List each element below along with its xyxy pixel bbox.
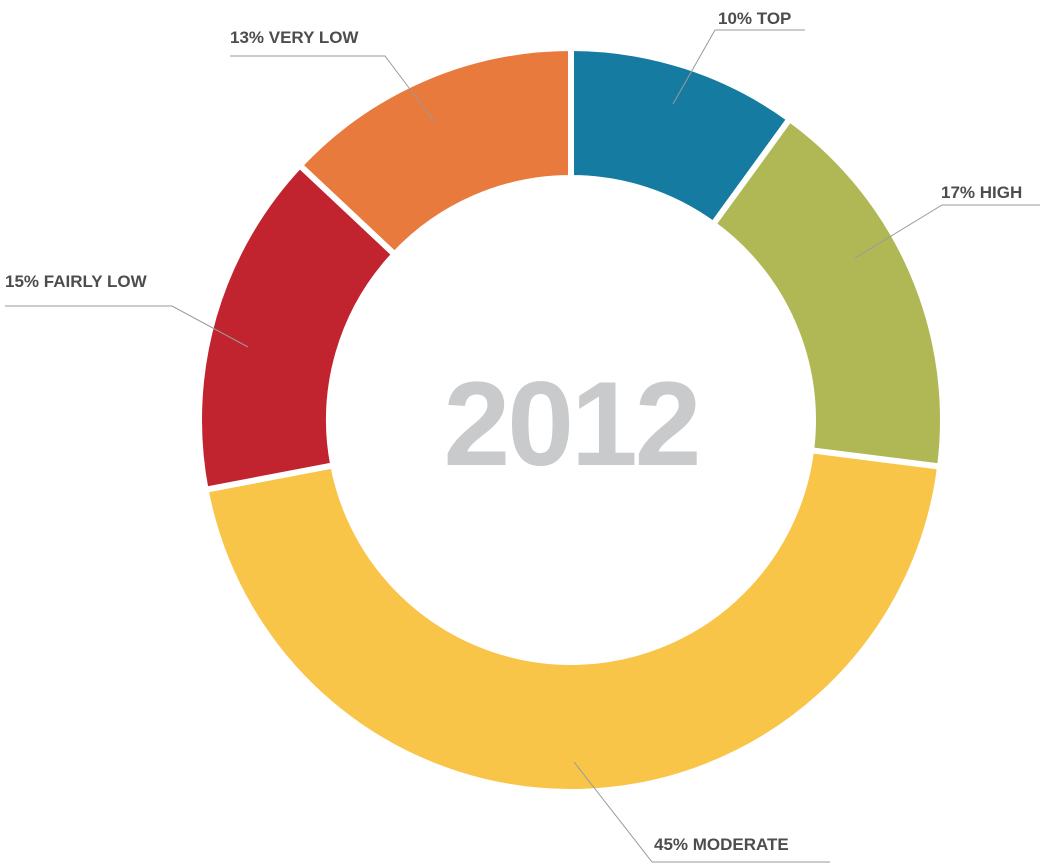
leader-line-top bbox=[672, 29, 805, 105]
slice-label-high: 17% HIGH bbox=[941, 183, 1022, 202]
slice-very-low bbox=[295, 44, 574, 259]
slice-label-top: 10% TOP bbox=[718, 9, 791, 28]
center-year-label: 2012 bbox=[444, 357, 699, 491]
donut-slices bbox=[196, 44, 946, 795]
leader-line-fairly-low bbox=[5, 305, 249, 348]
slice-labels: 10% TOP 17% HIGH 45% MODERATE 15% FAIRLY… bbox=[5, 9, 1022, 854]
leader-line-moderate bbox=[573, 761, 830, 863]
slice-moderate bbox=[202, 446, 944, 795]
leader-line-high bbox=[854, 204, 1040, 259]
leader-lines bbox=[5, 29, 1040, 863]
slice-label-very-low: 13% VERY LOW bbox=[230, 28, 359, 47]
leader-line-very-low bbox=[230, 55, 435, 122]
slice-high bbox=[709, 114, 946, 470]
slice-label-moderate: 45% MODERATE bbox=[654, 835, 789, 854]
slice-label-fairly-low: 15% FAIRLY LOW bbox=[5, 272, 148, 291]
